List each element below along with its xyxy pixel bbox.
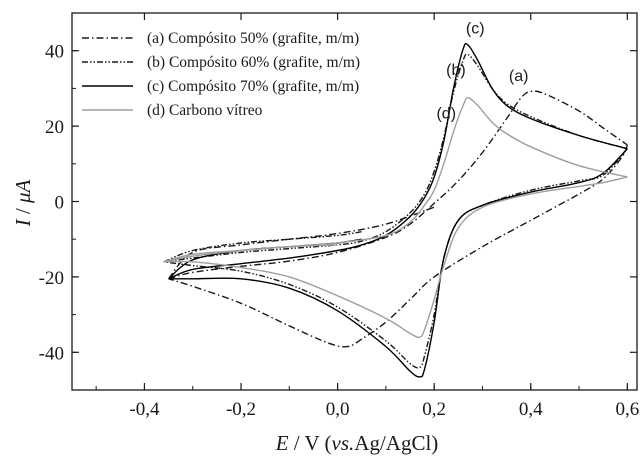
x-tick-label: 0,6 [615,399,639,420]
y-tick-label: -20 [39,268,64,289]
x-tick-label: 0,0 [326,399,350,420]
y-axis-unit: μA [11,179,35,204]
curve-annotations: (c) (b) (a) (d) [436,21,528,123]
y-axis-title: I / μA [11,179,35,227]
y-tick-label: 0 [55,193,65,214]
series-line-b-forward [163,53,628,263]
x-axis-unit: / V ( [289,431,332,455]
series-line-a-return [168,206,435,280]
x-tick-label: -0,2 [226,399,256,420]
curve-annotation: (c) [466,21,485,38]
series-line-a-forward [168,90,628,280]
curve-annotation: (a) [509,68,529,85]
curve-annotation: (b) [446,62,466,79]
legend-label: (d) Carbono vítreo [147,102,263,119]
legend-label: (a) Compósito 50% (grafite, m/m) [147,30,359,47]
y-axis-separator: / [11,203,35,219]
y-axis-variable: I [11,218,35,227]
series-line-b-return [163,231,362,263]
series-b [163,53,628,369]
series-line-c-reverse [168,148,628,378]
legend-label: (b) Compósito 60% (grafite, m/m) [147,54,360,71]
x-axis-reference: Ag/AgCl) [354,431,438,455]
series-d [163,97,628,339]
series-line-d-forward [163,97,628,263]
legend-label: (c) Compósito 70% (grafite, m/m) [147,78,359,95]
y-tick-label: -40 [39,343,64,364]
x-axis-variable: E [275,431,289,455]
x-tick-label: 0,2 [422,399,446,420]
x-axis-title: E / V (vs.Ag/AgCl) [275,431,439,455]
curve-annotation: (d) [436,106,456,123]
x-axis-vs: vs. [332,431,355,455]
series-line-c-forward [168,42,628,280]
series-line-a-reverse [168,144,628,348]
series-line-d-return [163,244,338,263]
y-tick-label: 20 [45,117,64,138]
series-layer [163,42,628,378]
series-line-d-reverse [163,176,628,339]
axis-ticks: -0,4 -0,2 0,0 0,2 0,4 0,6 -40 -20 0 20 40 [39,12,639,420]
series-line-b-reverse [163,148,628,369]
x-tick-label: 0,4 [519,399,543,420]
y-tick-label: 40 [45,42,64,63]
x-tick-label: -0,4 [129,399,160,420]
legend: (a) Compósito 50% (grafite, m/m) (b) Comp… [82,30,360,119]
